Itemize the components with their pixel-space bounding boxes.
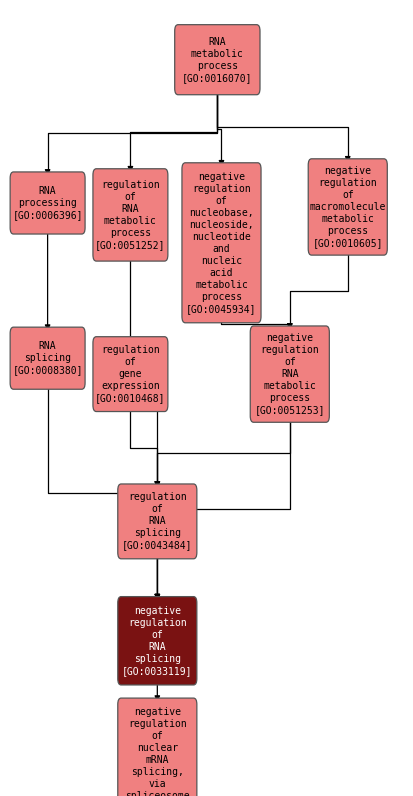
Text: negative
regulation
of
nuclear
mRNA
splicing,
via
spliceosome
[GO:0048025]: negative regulation of nuclear mRNA spli… bbox=[122, 707, 192, 796]
FancyBboxPatch shape bbox=[174, 25, 259, 95]
Text: RNA
metabolic
process
[GO:0016070]: RNA metabolic process [GO:0016070] bbox=[182, 37, 252, 83]
Text: RNA
splicing
[GO:0008380]: RNA splicing [GO:0008380] bbox=[12, 341, 83, 375]
FancyBboxPatch shape bbox=[10, 172, 85, 234]
Text: regulation
of
gene
expression
[GO:0010468]: regulation of gene expression [GO:001046… bbox=[95, 345, 165, 403]
FancyBboxPatch shape bbox=[117, 597, 197, 685]
FancyBboxPatch shape bbox=[93, 337, 167, 412]
FancyBboxPatch shape bbox=[93, 169, 167, 261]
Text: negative
regulation
of
nucleobase,
nucleoside,
nucleotide
and
nucleic
acid
metab: negative regulation of nucleobase, nucle… bbox=[186, 172, 256, 314]
Text: negative
regulation
of
macromolecule
metabolic
process
[GO:0010605]: negative regulation of macromolecule met… bbox=[309, 166, 385, 248]
Text: regulation
of
RNA
metabolic
process
[GO:0051252]: regulation of RNA metabolic process [GO:… bbox=[95, 180, 165, 250]
FancyBboxPatch shape bbox=[307, 159, 387, 255]
FancyBboxPatch shape bbox=[117, 698, 197, 796]
Text: negative
regulation
of
RNA
metabolic
process
[GO:0051253]: negative regulation of RNA metabolic pro… bbox=[254, 333, 324, 416]
Text: regulation
of
RNA
splicing
[GO:0043484]: regulation of RNA splicing [GO:0043484] bbox=[122, 493, 192, 550]
FancyBboxPatch shape bbox=[182, 163, 261, 323]
Text: RNA
processing
[GO:0006396]: RNA processing [GO:0006396] bbox=[12, 186, 83, 220]
FancyBboxPatch shape bbox=[249, 326, 328, 422]
FancyBboxPatch shape bbox=[117, 484, 197, 559]
Text: negative
regulation
of
RNA
splicing
[GO:0033119]: negative regulation of RNA splicing [GO:… bbox=[122, 606, 192, 676]
FancyBboxPatch shape bbox=[10, 327, 85, 389]
